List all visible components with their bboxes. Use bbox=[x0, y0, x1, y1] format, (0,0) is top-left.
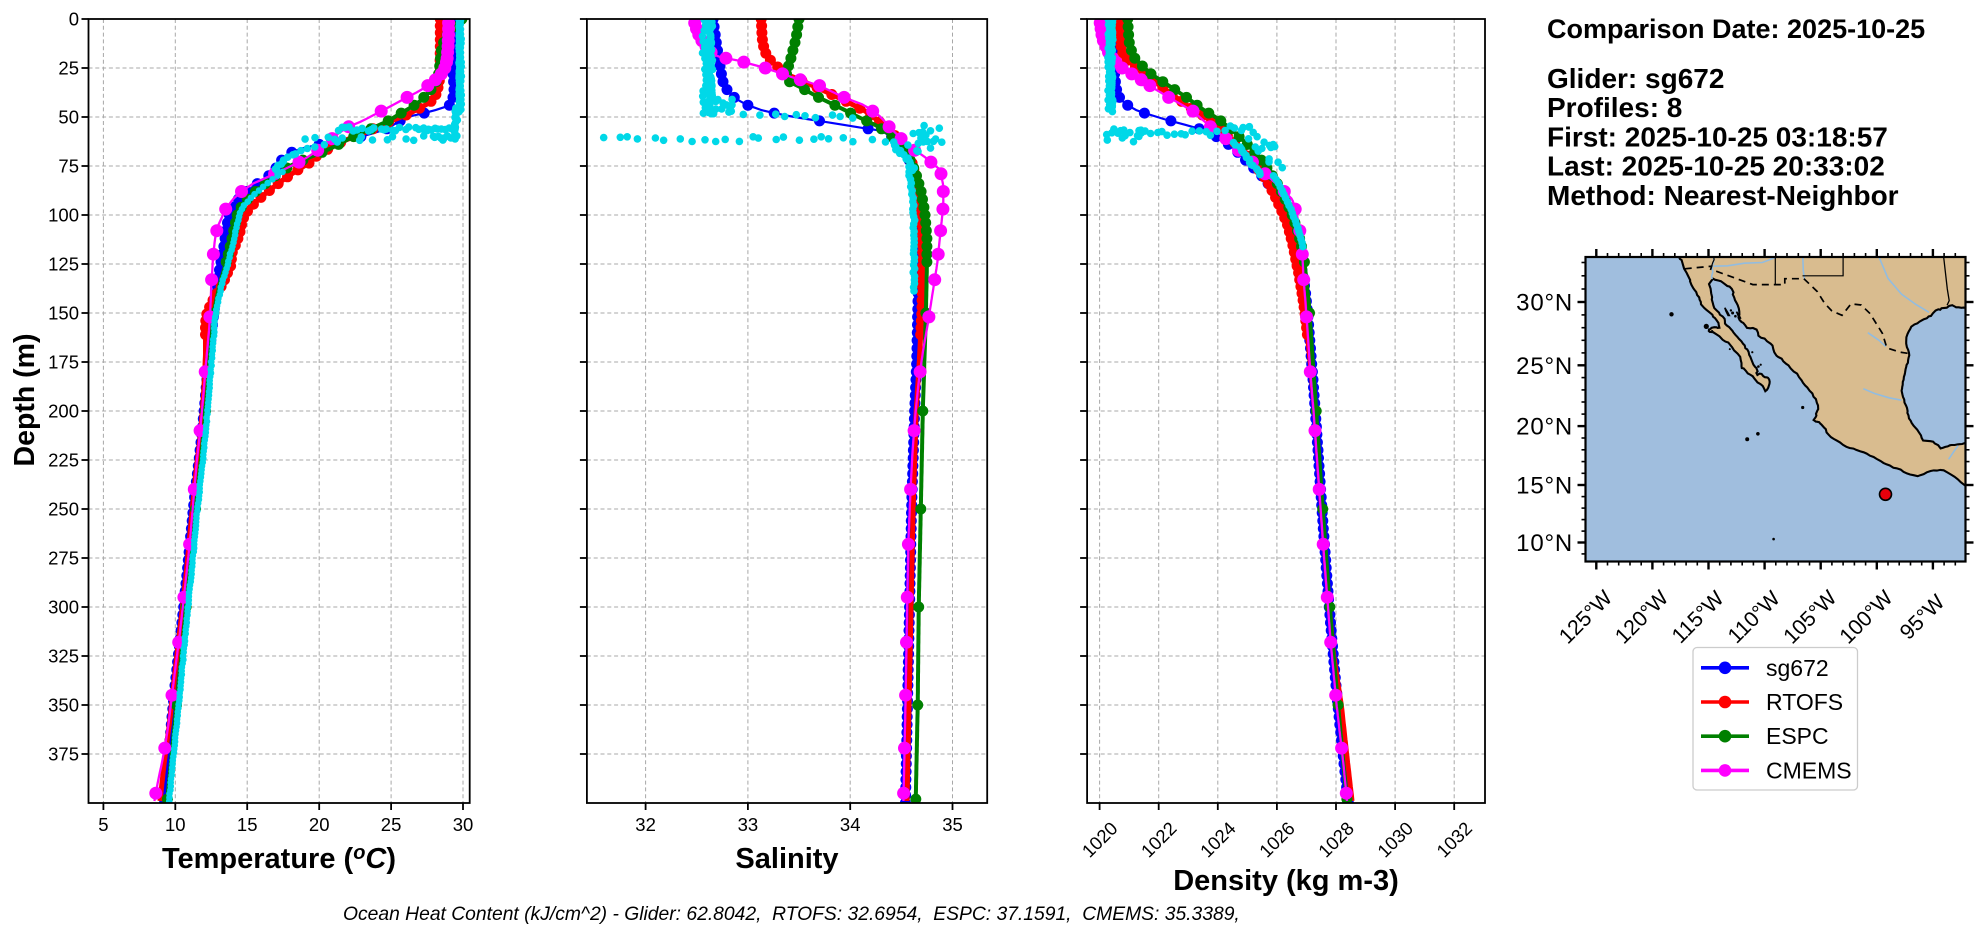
svg-text:175: 175 bbox=[48, 352, 79, 373]
svg-text:350: 350 bbox=[48, 695, 79, 716]
svg-text:200: 200 bbox=[48, 401, 79, 422]
svg-text:Density (kg m-3): Density (kg m-3) bbox=[1173, 865, 1399, 897]
svg-text:First: 2025-10-25 03:18:57: First: 2025-10-25 03:18:57 bbox=[1547, 121, 1888, 152]
svg-text:50: 50 bbox=[58, 107, 79, 128]
svg-text:0: 0 bbox=[69, 9, 79, 30]
svg-text:33: 33 bbox=[738, 814, 759, 835]
svg-text:250: 250 bbox=[48, 499, 79, 520]
svg-text:325: 325 bbox=[48, 646, 79, 667]
svg-text:Comparison Date: 2025-10-25: Comparison Date: 2025-10-25 bbox=[1547, 14, 1925, 44]
svg-text:30: 30 bbox=[453, 814, 474, 835]
svg-text:ESPC: ESPC bbox=[1766, 723, 1829, 749]
svg-text:25: 25 bbox=[58, 58, 79, 79]
svg-text:225: 225 bbox=[48, 450, 79, 471]
svg-text:15°N: 15°N bbox=[1516, 473, 1573, 500]
svg-text:CMEMS: CMEMS bbox=[1766, 757, 1852, 783]
svg-text:25: 25 bbox=[381, 814, 402, 835]
svg-text:150: 150 bbox=[48, 303, 79, 324]
svg-text:Last: 2025-10-25 20:33:02: Last: 2025-10-25 20:33:02 bbox=[1547, 151, 1885, 182]
svg-text:375: 375 bbox=[48, 744, 79, 765]
svg-text:20: 20 bbox=[309, 814, 330, 835]
svg-text:Salinity: Salinity bbox=[735, 843, 838, 875]
svg-text:35: 35 bbox=[942, 814, 963, 835]
svg-text:125: 125 bbox=[48, 254, 79, 275]
svg-text:10: 10 bbox=[165, 814, 186, 835]
svg-text:10°N: 10°N bbox=[1516, 530, 1573, 557]
svg-text:Profiles: 8: Profiles: 8 bbox=[1547, 92, 1682, 123]
svg-text:275: 275 bbox=[48, 548, 79, 569]
svg-text:5: 5 bbox=[98, 814, 108, 835]
svg-text:sg672: sg672 bbox=[1766, 655, 1829, 681]
svg-text:Glider: sg672: Glider: sg672 bbox=[1547, 63, 1724, 94]
svg-text:30°N: 30°N bbox=[1516, 290, 1573, 317]
svg-text:RTOFS: RTOFS bbox=[1766, 689, 1843, 715]
svg-text:75: 75 bbox=[58, 156, 79, 177]
svg-text:20°N: 20°N bbox=[1516, 414, 1573, 441]
svg-text:100: 100 bbox=[48, 205, 79, 226]
svg-text:Method: Nearest-Neighbor: Method: Nearest-Neighbor bbox=[1547, 180, 1899, 211]
svg-text:34: 34 bbox=[840, 814, 861, 835]
svg-text:15: 15 bbox=[237, 814, 258, 835]
svg-text:25°N: 25°N bbox=[1516, 353, 1573, 380]
svg-text:32: 32 bbox=[635, 814, 656, 835]
svg-text:Depth (m): Depth (m) bbox=[9, 334, 41, 467]
svg-text:Ocean Heat Content (kJ/cm^2) -: Ocean Heat Content (kJ/cm^2) - Glider: 6… bbox=[343, 904, 1240, 925]
svg-text:300: 300 bbox=[48, 597, 79, 618]
